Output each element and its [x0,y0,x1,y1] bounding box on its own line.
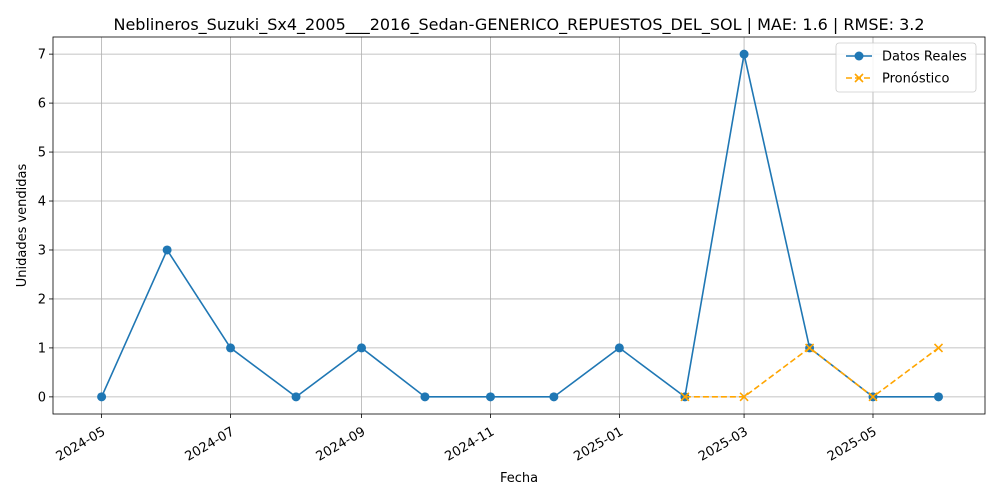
data-point [97,392,107,402]
data-point [934,392,944,402]
data-point [868,392,878,402]
y-tick-label: 4 [38,195,46,210]
data-point [420,392,430,402]
data-point [933,343,944,353]
x-tick-label: 2024-05 [54,424,109,464]
x-tick-label: 2025-05 [825,424,880,464]
y-tick-label: 3 [38,243,46,258]
series-line [684,346,939,398]
data-point [291,392,301,402]
legend-label: Pronóstico [882,72,949,87]
legend-label: Datos Reales [882,50,967,65]
x-tick-label: 2024-07 [183,424,238,464]
data-point [739,392,749,402]
data-point [226,343,236,353]
x-axis: 2024-05 2024-07 2024-09 2024-11 2025-01 2025-… [54,414,880,465]
data-point [739,49,749,59]
data-point [357,343,367,353]
series-line [100,53,939,399]
chart-title: Neblineros_Suzuki_Sx4_2005___2016_Sedan-… [113,15,924,35]
data-point [680,392,690,402]
y-tick-label: 5 [38,146,46,161]
series-1 [680,343,944,402]
series-0 [97,49,944,402]
y-axis: 0 1 2 3 4 5 6 7 [38,48,53,405]
data-point [614,343,624,353]
x-tick-label: 2025-01 [571,424,626,464]
x-tick-label: 2024-09 [314,424,369,464]
data-point [549,392,559,402]
plot-frame [52,36,986,415]
x-axis-label: Fecha [500,471,538,486]
y-tick-label: 6 [38,97,46,112]
data-point [485,392,495,402]
legend-marker [854,73,864,83]
y-tick-label: 2 [38,292,46,307]
grid [53,37,985,414]
x-tick-label: 2024-11 [443,424,498,464]
data-point [162,245,172,255]
data-point [805,343,815,353]
legend-marker [854,51,864,61]
series-layer [97,49,944,402]
x-tick-label: 2025-03 [696,424,751,464]
y-tick-label: 7 [38,48,46,63]
legend: Datos Reales Pronóstico [835,42,977,93]
y-axis-label: Unidades vendidas [15,164,30,288]
y-tick-label: 0 [38,390,46,405]
y-tick-label: 1 [38,341,46,356]
